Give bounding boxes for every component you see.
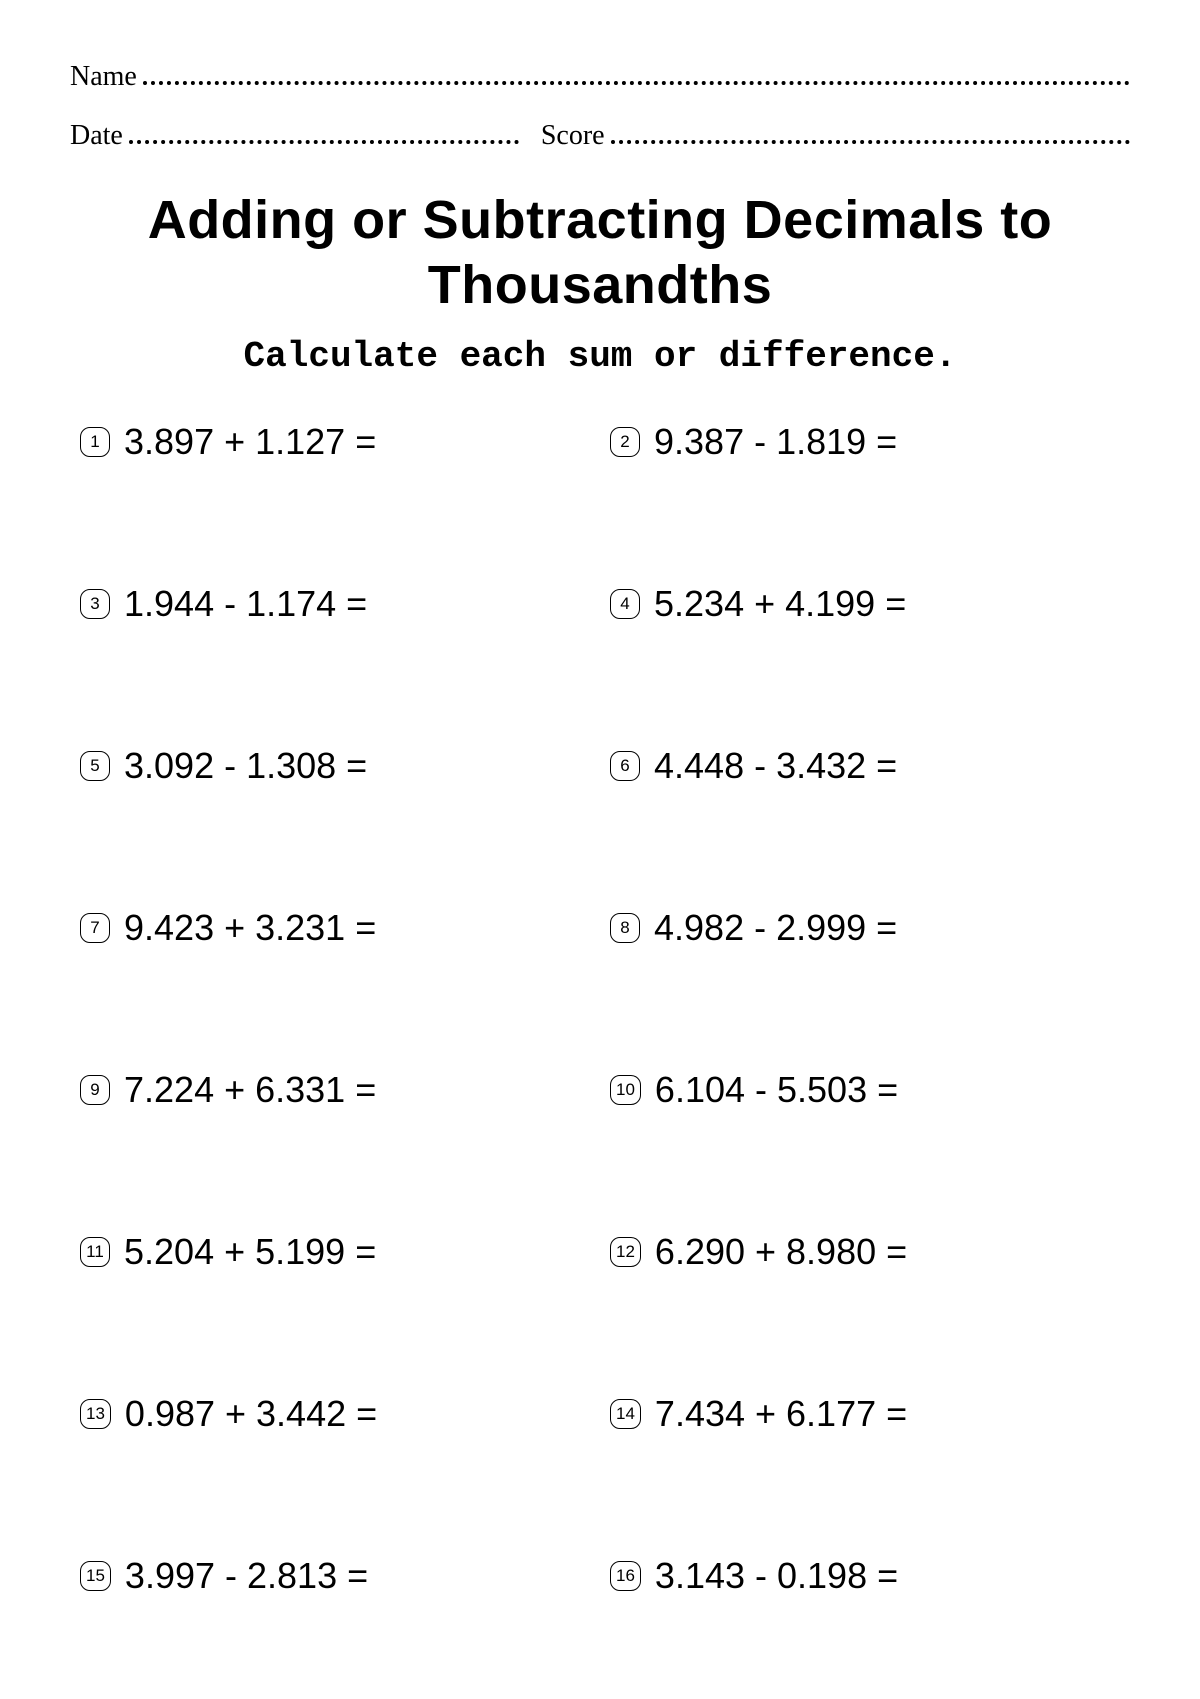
problem-expression: 3.143 - 0.198 =	[655, 1555, 898, 1597]
problem-item: 16 3.143 - 0.198 =	[610, 1555, 1120, 1597]
problem-expression: 3.997 - 2.813 =	[125, 1555, 368, 1597]
name-row: Name	[70, 60, 1130, 93]
problem-expression: 9.423 + 3.231 =	[124, 907, 376, 949]
problem-expression: 6.104 - 5.503 =	[655, 1069, 898, 1111]
problem-number-badge: 1	[80, 427, 110, 457]
problem-number-badge: 3	[80, 589, 110, 619]
problem-item: 10 6.104 - 5.503 =	[610, 1069, 1120, 1111]
name-blank[interactable]	[143, 60, 1130, 85]
problem-number-badge: 14	[610, 1399, 641, 1429]
problem-expression: 7.224 + 6.331 =	[124, 1069, 376, 1111]
problem-number-badge: 7	[80, 913, 110, 943]
problem-item: 8 4.982 - 2.999 =	[610, 907, 1120, 949]
worksheet-title: Adding or Subtracting Decimals to Thousa…	[70, 188, 1130, 318]
worksheet-subtitle: Calculate each sum or difference.	[70, 336, 1130, 377]
score-blank[interactable]	[611, 119, 1130, 144]
problem-expression: 6.290 + 8.980 =	[655, 1231, 907, 1273]
problem-item: 14 7.434 + 6.177 =	[610, 1393, 1120, 1435]
problem-item: 7 9.423 + 3.231 =	[80, 907, 590, 949]
problem-expression: 3.092 - 1.308 =	[124, 745, 367, 787]
problem-item: 15 3.997 - 2.813 =	[80, 1555, 590, 1597]
name-label: Name	[70, 61, 137, 93]
problem-item: 5 3.092 - 1.308 =	[80, 745, 590, 787]
problem-number-badge: 12	[610, 1237, 641, 1267]
problem-item: 1 3.897 + 1.127 =	[80, 421, 590, 463]
problem-item: 11 5.204 + 5.199 =	[80, 1231, 590, 1273]
problem-number-badge: 10	[610, 1075, 641, 1105]
problem-expression: 1.944 - 1.174 =	[124, 583, 367, 625]
problem-number-badge: 13	[80, 1399, 111, 1429]
problem-number-badge: 16	[610, 1561, 641, 1591]
problem-number-badge: 15	[80, 1561, 111, 1591]
problem-expression: 0.987 + 3.442 =	[125, 1393, 377, 1435]
date-score-row: Date Score	[70, 119, 1130, 152]
problem-expression: 5.204 + 5.199 =	[124, 1231, 376, 1273]
problem-number-badge: 2	[610, 427, 640, 457]
problem-item: 9 7.224 + 6.331 =	[80, 1069, 590, 1111]
problem-expression: 5.234 + 4.199 =	[654, 583, 906, 625]
problem-number-badge: 6	[610, 751, 640, 781]
problem-expression: 7.434 + 6.177 =	[655, 1393, 907, 1435]
problem-item: 4 5.234 + 4.199 =	[610, 583, 1120, 625]
header-fields: Name Date Score	[70, 60, 1130, 152]
score-label: Score	[541, 120, 605, 152]
problem-expression: 4.448 - 3.432 =	[654, 745, 897, 787]
problem-number-badge: 8	[610, 913, 640, 943]
problem-number-badge: 4	[610, 589, 640, 619]
problem-expression: 9.387 - 1.819 =	[654, 421, 897, 463]
problem-expression: 3.897 + 1.127 =	[124, 421, 376, 463]
problem-number-badge: 9	[80, 1075, 110, 1105]
date-label: Date	[70, 120, 123, 152]
problem-item: 3 1.944 - 1.174 =	[80, 583, 590, 625]
problem-item: 6 4.448 - 3.432 =	[610, 745, 1120, 787]
problem-number-badge: 5	[80, 751, 110, 781]
problem-item: 13 0.987 + 3.442 =	[80, 1393, 590, 1435]
date-blank[interactable]	[129, 119, 519, 144]
problem-number-badge: 11	[80, 1237, 110, 1267]
problem-item: 2 9.387 - 1.819 =	[610, 421, 1120, 463]
problem-item: 12 6.290 + 8.980 =	[610, 1231, 1120, 1273]
problems-grid: 1 3.897 + 1.127 = 2 9.387 - 1.819 = 3 1.944 -…	[70, 421, 1130, 1597]
problem-expression: 4.982 - 2.999 =	[654, 907, 897, 949]
